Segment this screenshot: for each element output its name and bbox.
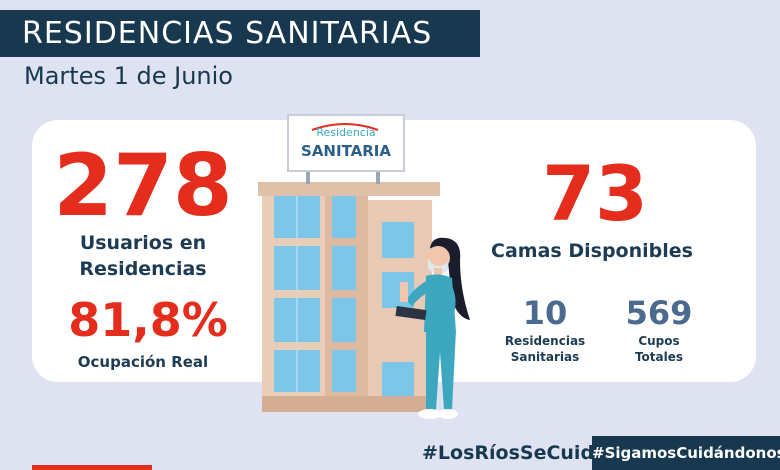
beds-count: 73 [542, 149, 648, 238]
sign-line2: SANITARIA [301, 142, 391, 160]
slots-label-line2: Totales [634, 350, 684, 364]
residences-count: 10 [522, 294, 568, 332]
slots-count: 569 [625, 294, 693, 332]
footer-accent-strip [32, 465, 152, 470]
hashtag-secondary: #SigamosCuidándonos [592, 436, 780, 470]
beds-label: Camas Disponibles [491, 240, 693, 262]
sign-board [287, 114, 405, 172]
nurse-icon [395, 237, 470, 419]
users-label-line1: Usuarios en [79, 232, 207, 254]
slots-label-line1: Cupos [638, 334, 680, 348]
occupancy-value: 81,8% [68, 293, 228, 347]
residences-label-line1: Residencias [504, 334, 586, 348]
residences-label-line2: Sanitarias [510, 350, 580, 364]
title-banner: RESIDENCIAS SANITARIAS [0, 10, 480, 57]
date-subtitle: Martes 1 de Junio [24, 62, 233, 90]
building-icon [258, 170, 440, 412]
users-label-line2: Residencias [79, 258, 207, 280]
sign-line1: Residencia [316, 126, 376, 139]
users-count: 278 [53, 136, 233, 236]
occupancy-label: Ocupación Real [77, 353, 209, 371]
hashtag-primary: #LosRíosSeCuida [422, 442, 607, 464]
